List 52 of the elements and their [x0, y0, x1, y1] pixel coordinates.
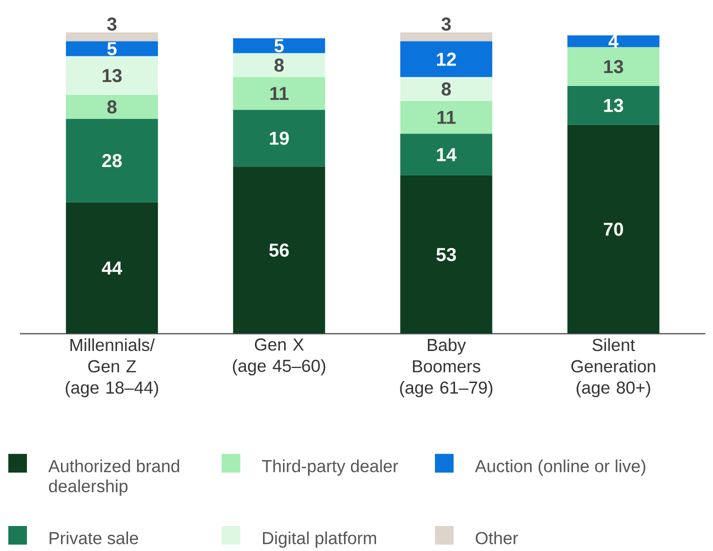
bar	[66, 202, 158, 334]
data-label: 11	[438, 110, 456, 124]
bar	[400, 176, 492, 334]
bar	[400, 134, 492, 176]
legend-label: Authorized brand dealership	[48, 460, 180, 496]
data-label: 13	[102, 68, 122, 82]
bar	[567, 35, 660, 48]
data-label: 8	[107, 100, 117, 114]
bar	[66, 41, 158, 56]
bar	[233, 38, 326, 54]
legend-label: Third-party dealer	[262, 460, 398, 476]
legend-label: Digital platform	[263, 532, 376, 548]
data-label: 8	[442, 82, 451, 96]
bar	[66, 32, 158, 42]
data-label: 56	[269, 244, 289, 257]
legend-label: Other	[476, 532, 518, 544]
bar	[233, 166, 326, 334]
legend-label: Auction (online or live)	[474, 460, 646, 476]
bar	[400, 100, 492, 134]
x-tick-label: Gen X (age 45–60)	[232, 338, 326, 376]
data-label: 13	[604, 98, 624, 112]
data-label: 8	[274, 58, 284, 72]
data-label: 44	[102, 262, 122, 274]
bar	[567, 47, 660, 86]
legend-label: Private sale	[50, 532, 138, 544]
bar	[233, 77, 326, 110]
bar	[66, 94, 158, 119]
x-tick-label: Millennials/ Gen Z (age 18–44)	[66, 338, 158, 398]
data-label: 5	[107, 42, 117, 56]
data-label: 4	[608, 34, 618, 48]
bar	[66, 118, 158, 202]
bar	[567, 86, 660, 125]
data-label: 13	[604, 60, 624, 74]
bar	[66, 56, 158, 95]
data-label: 3	[107, 17, 116, 31]
x-tick-label: Silent Generation (age 80+)	[571, 338, 656, 398]
bar	[233, 110, 326, 167]
data-label: 12	[437, 52, 456, 66]
bar	[567, 124, 660, 334]
data-label: 28	[102, 154, 122, 168]
bar	[400, 77, 492, 101]
data-label: 3	[441, 17, 451, 31]
data-label: 70	[604, 222, 624, 236]
bar	[400, 41, 492, 78]
bar	[233, 53, 326, 78]
data-label: 19	[270, 132, 289, 145]
x-tick-label: Baby Boomers (age 61–79)	[400, 338, 492, 398]
bar	[400, 32, 492, 42]
data-label: 5	[274, 39, 284, 52]
data-label: 14	[437, 148, 457, 162]
data-label: 11	[270, 87, 288, 100]
data-label: 53	[436, 248, 456, 262]
